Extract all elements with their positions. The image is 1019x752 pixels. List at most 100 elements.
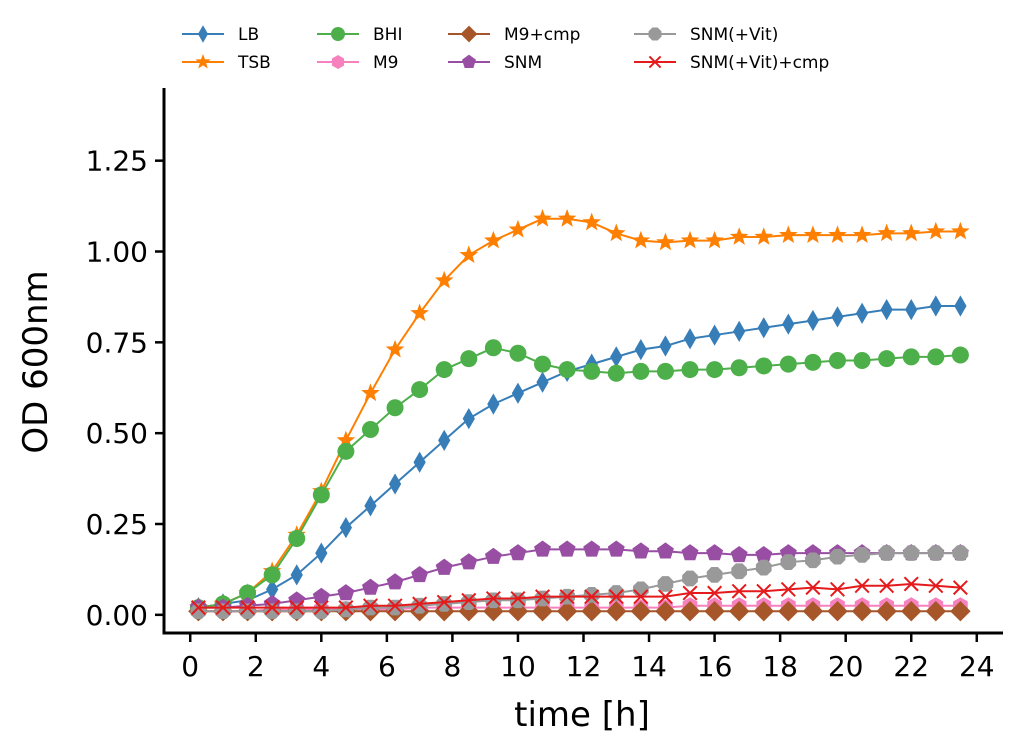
data-point-lb <box>315 542 328 564</box>
data-point-m9-cmp <box>925 601 947 622</box>
data-point-tsb <box>606 223 626 242</box>
data-point-snm-vit-cmp <box>756 583 772 599</box>
legend-marker <box>648 27 662 41</box>
data-point-snm-vit-cmp <box>387 598 403 614</box>
legend-marker <box>462 54 476 68</box>
x-tick-label: 10 <box>500 650 536 683</box>
data-point-snm-vit-cmp <box>657 589 673 605</box>
data-point-bhi <box>951 346 969 364</box>
series-line-snm-vit-cmp <box>198 582 961 609</box>
legend-label: SNM(+Vit) <box>690 25 778 45</box>
data-point-snm-vit-cmp <box>215 600 231 616</box>
data-point-bhi <box>853 352 871 369</box>
data-point-lb <box>462 408 475 430</box>
data-point-m9-cmp <box>802 601 824 622</box>
legend-marker <box>331 55 345 69</box>
data-point-snm-vit-cmp <box>780 581 796 597</box>
data-point-lb <box>659 335 672 357</box>
data-point-snm-vit <box>510 592 526 609</box>
data-point-snm-vit <box>608 585 625 601</box>
data-point-snm-vit-cmp <box>559 589 575 605</box>
data-point-m9-cmp <box>876 601 897 622</box>
legend-marker <box>648 55 662 69</box>
data-point-snm <box>755 545 773 563</box>
data-point-snm <box>607 540 625 557</box>
data-point-tsb <box>656 232 675 251</box>
data-point-snm-vit <box>436 596 453 612</box>
legend-label: SNM(+Vit)+cmp <box>690 53 829 73</box>
data-point-tsb <box>508 219 528 238</box>
legend-item-lb: LB <box>182 25 259 45</box>
data-point-lb <box>364 495 377 517</box>
plot-area <box>188 209 971 622</box>
data-point-snm <box>460 553 478 570</box>
data-point-lb <box>438 429 451 452</box>
data-point-snm <box>484 547 502 564</box>
data-point-snm-vit-cmp <box>289 600 305 616</box>
data-point-bhi <box>509 344 527 362</box>
data-point-snm-vit <box>288 603 305 620</box>
x-axis-title: time [h] <box>514 695 650 735</box>
data-point-m9-cmp <box>901 601 922 622</box>
data-point-snm-vit <box>411 597 428 614</box>
data-point-lb <box>929 295 942 317</box>
data-point-lb <box>806 309 820 332</box>
data-point-tsb <box>336 430 356 449</box>
data-point-lb <box>388 473 402 495</box>
data-point-tsb <box>901 223 921 242</box>
data-point-snm-vit-cmp <box>584 589 600 605</box>
data-point-snm-vit <box>264 603 281 620</box>
data-point-bhi <box>681 361 699 379</box>
data-point-tsb <box>877 223 896 242</box>
data-point-lb <box>413 451 426 473</box>
data-point-m9-cmp <box>778 601 799 622</box>
data-point-snm-vit <box>682 570 698 587</box>
data-point-tsb <box>484 230 503 249</box>
data-point-snm-vit-cmp <box>829 581 846 597</box>
data-point-bhi <box>337 442 355 460</box>
x-tick-label: 22 <box>893 650 929 683</box>
data-point-snm-vit-cmp <box>436 594 452 610</box>
data-point-bhi <box>361 421 379 439</box>
x-tick-label: 18 <box>762 650 798 683</box>
y-ticks: 0.00 0.25 0.50 0.75 1.00 1.25 <box>86 145 164 632</box>
data-point-snm-vit <box>780 554 797 571</box>
data-point-m9-cmp <box>753 601 774 622</box>
legend-item-snm-vit: SNM(+Vit) <box>634 25 778 45</box>
data-point-snm-vit-cmp <box>633 589 649 605</box>
data-point-tsb <box>385 339 405 358</box>
legend-item-tsb: TSB <box>182 53 271 73</box>
data-point-snm-vit-cmp <box>928 578 944 594</box>
data-point-bhi <box>878 350 896 368</box>
data-point-bhi <box>583 362 601 380</box>
data-point-tsb <box>361 383 380 402</box>
data-point-snm-vit <box>657 576 674 592</box>
series-line-snm <box>198 548 961 609</box>
data-point-snm <box>558 540 576 557</box>
data-point-tsb <box>434 270 454 289</box>
data-point-snm-vit <box>215 603 231 620</box>
data-point-tsb <box>951 221 970 240</box>
legend-label: M9+cmp <box>504 25 580 45</box>
data-point-m9-cmp <box>458 601 479 622</box>
data-point-lb <box>757 317 770 339</box>
data-point-bhi <box>312 486 330 504</box>
x-tick-label: 6 <box>378 650 396 683</box>
x-tick-label: 8 <box>443 650 461 683</box>
data-point-snm-vit-cmp <box>952 580 968 596</box>
data-point-tsb <box>582 212 601 231</box>
data-point-snm <box>583 540 601 557</box>
data-point-snm-vit-cmp <box>903 576 919 592</box>
data-point-snm <box>361 578 379 595</box>
data-point-snm-vit-cmp <box>338 600 354 616</box>
data-point-snm-vit-cmp <box>240 600 256 616</box>
data-point-m9-cmp <box>827 601 848 622</box>
data-point-snm-vit <box>731 563 748 580</box>
data-point-snm-vit <box>190 603 207 620</box>
data-point-snm-vit <box>583 586 600 603</box>
data-point-snm <box>509 544 527 561</box>
data-point-snm-vit-cmp <box>412 596 428 612</box>
data-point-snm-vit <box>854 547 870 563</box>
data-point-lb <box>954 295 967 317</box>
data-point-snm <box>337 584 355 601</box>
